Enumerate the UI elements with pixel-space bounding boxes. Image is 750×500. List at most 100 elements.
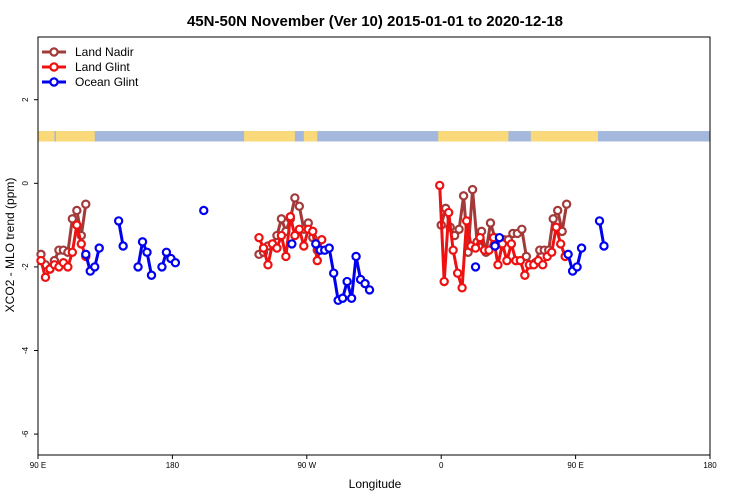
data-point — [258, 243, 269, 253]
series-layer — [36, 180, 609, 306]
legend-label: Land Glint — [75, 60, 130, 74]
legend-item: Land Glint — [42, 60, 130, 74]
y-tick-label: 0 — [21, 181, 30, 186]
y-tick-label: -4 — [21, 346, 30, 354]
data-point — [506, 239, 517, 249]
data-point — [493, 260, 503, 270]
land-band-segment — [244, 131, 295, 142]
legend-item: Ocean Glint — [42, 75, 139, 89]
x-tick-label: 0 — [439, 461, 444, 470]
data-point — [475, 232, 485, 243]
data-point — [40, 272, 51, 283]
land-band-segment — [438, 131, 509, 142]
data-point — [287, 239, 297, 249]
data-point — [290, 193, 300, 203]
data-point — [576, 243, 587, 253]
data-point — [113, 216, 124, 226]
land-band-segment — [530, 131, 598, 142]
data-point — [76, 239, 87, 249]
data-point — [276, 230, 287, 241]
data-point — [312, 255, 322, 266]
land-band-segment — [38, 131, 55, 142]
data-point — [461, 216, 472, 226]
data-point — [443, 207, 454, 218]
x-tick-label: 90 E — [30, 461, 46, 470]
y-tick-label: -2 — [21, 263, 30, 271]
data-point — [317, 235, 327, 245]
data-point — [276, 214, 287, 224]
data-point — [36, 255, 46, 266]
data-point — [337, 293, 348, 303]
data-point — [263, 260, 273, 270]
data-point — [520, 270, 530, 280]
data-point — [360, 278, 370, 289]
data-point — [484, 245, 494, 255]
legend-item: Land Nadir — [42, 45, 134, 59]
data-point — [72, 205, 82, 216]
land-band-segment — [55, 131, 95, 142]
legend-swatch-marker — [49, 62, 59, 72]
x-tick-label: 180 — [703, 461, 717, 470]
x-tick-label: 180 — [166, 461, 180, 470]
data-point — [454, 224, 464, 234]
data-point — [161, 247, 172, 257]
data-point — [285, 212, 296, 222]
data-point — [555, 239, 566, 249]
data-point — [342, 276, 352, 287]
ocean-band — [38, 131, 710, 142]
data-point — [521, 251, 532, 262]
data-point — [311, 239, 321, 249]
data-point — [81, 249, 91, 260]
x-tick-label: 90 E — [567, 461, 583, 470]
data-point — [439, 276, 449, 287]
data-point — [517, 224, 527, 234]
data-point — [458, 191, 469, 201]
data-point — [547, 247, 557, 257]
data-point — [594, 216, 605, 226]
data-point — [137, 237, 148, 247]
data-point — [118, 241, 128, 251]
legend-swatch-marker — [49, 77, 59, 87]
data-point — [81, 199, 91, 209]
data-point — [548, 214, 558, 224]
plot-frame — [37, 36, 711, 456]
data-point — [254, 232, 264, 243]
legend-label: Land Nadir — [75, 45, 134, 59]
data-point — [561, 199, 572, 209]
data-point — [94, 243, 104, 253]
data-point — [299, 241, 309, 251]
data-point — [90, 262, 100, 272]
data-point — [470, 243, 481, 253]
data-point — [351, 251, 361, 262]
y-axis-label: XCO2 - MLO trend (ppm) — [3, 178, 17, 313]
land-ocean-band — [38, 131, 710, 142]
data-point — [448, 245, 458, 255]
series-ocean-glint — [81, 205, 609, 306]
land-band-segment — [303, 131, 318, 142]
series-line — [136, 240, 153, 276]
data-point — [470, 262, 481, 272]
data-point — [272, 243, 282, 253]
data-point — [328, 268, 339, 278]
data-point — [133, 262, 143, 272]
data-point — [67, 214, 78, 224]
data-point — [364, 285, 375, 295]
data-point — [515, 255, 526, 266]
data-point — [452, 268, 463, 278]
data-point — [63, 262, 73, 272]
x-tick-label: 90 W — [297, 461, 316, 470]
data-point — [490, 241, 500, 251]
data-point — [67, 247, 78, 257]
data-point — [199, 205, 209, 216]
data-point — [294, 201, 305, 211]
data-point — [572, 262, 582, 272]
data-point — [324, 243, 334, 253]
data-point — [346, 293, 357, 303]
data-point — [435, 180, 445, 191]
x-axis-label: Longitude — [349, 477, 402, 491]
data-point — [170, 258, 181, 268]
data-point — [281, 251, 291, 262]
data-point — [157, 262, 167, 272]
